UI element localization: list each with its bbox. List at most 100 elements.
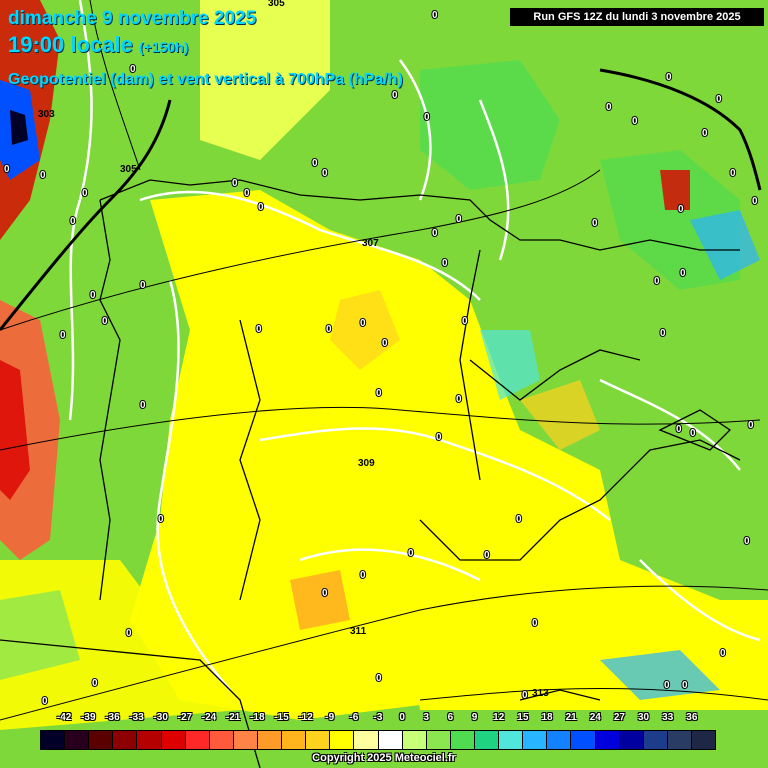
legend-label: 33 [662,712,674,723]
zero-label: 0 [462,316,468,327]
zero-label: 0 [516,514,522,525]
forecast-date: dimanche 9 novembre 2025 [8,8,257,29]
zero-label: 0 [678,204,684,215]
zero-label: 0 [60,330,66,341]
legend-swatch [499,731,524,749]
zero-label: 0 [744,536,750,547]
zero-label: 0 [392,90,398,101]
legend-swatch [474,731,500,749]
contour-label: 311 [350,626,367,637]
contour-label: 307 [362,238,379,249]
color-legend [40,730,716,750]
run-label: Run GFS 12Z du lundi 3 novembre 2025 [510,8,764,26]
zero-label: 0 [42,696,48,707]
contour-label: 305 [120,164,137,175]
legend-label: 27 [613,712,625,723]
zero-label: 0 [244,188,250,199]
zero-label: 0 [90,290,96,301]
zero-label: 0 [432,228,438,239]
forecast-time: 19:00 locale (+150h) [8,32,188,58]
legend-label: 12 [493,712,505,723]
zero-label: 0 [322,168,328,179]
zero-label: 0 [82,188,88,199]
legend-label: -3 [373,712,383,723]
legend-swatch [426,731,451,749]
legend-swatch [306,731,331,749]
zero-label: 0 [376,673,382,684]
legend-swatch [41,731,66,749]
zero-label: 0 [680,268,686,279]
zero-label: 0 [140,280,146,291]
zero-label: 0 [140,400,146,411]
zero-label: 0 [730,168,736,179]
contour-label: 313 [532,688,549,699]
legend-swatch [89,731,114,749]
zero-label: 0 [322,588,328,599]
zero-label: 0 [360,570,366,581]
legend-label: 6 [447,712,454,723]
legend-label: 9 [471,712,478,723]
zero-label: 0 [376,388,382,399]
zero-label: 0 [606,102,612,113]
zero-label: 0 [666,72,672,83]
legend-label: 24 [589,712,601,723]
legend-label: -42 [56,712,72,723]
zero-label: 0 [748,420,754,431]
zero-label: 0 [592,218,598,229]
legend-label: -18 [250,712,265,723]
zero-label: 0 [456,394,462,405]
legend-swatch [330,731,355,749]
zero-label: 0 [256,324,262,335]
zero-label: 0 [326,324,332,335]
legend-swatch [595,731,620,749]
legend-label: -36 [105,712,120,723]
zero-label: 0 [40,170,46,181]
zero-label: 0 [752,196,758,207]
zero-label: 0 [682,680,688,691]
legend-label: 36 [686,712,698,723]
legend-label: 21 [565,712,577,723]
zero-label: 0 [664,680,670,691]
zero-label: 0 [102,316,108,327]
legend-swatch [619,731,644,749]
zero-label: 0 [360,318,366,329]
zero-label: 0 [484,550,490,561]
legend-label: -9 [325,712,335,723]
legend-swatch [691,731,716,749]
legend-label: 0 [399,712,405,723]
legend-swatch [65,731,90,749]
legend-swatch [282,731,307,749]
legend-swatch [161,731,186,749]
zero-label: 0 [432,10,438,21]
contour-label: 309 [358,458,375,469]
legend-swatch [450,731,475,749]
legend-swatch [233,731,258,749]
zero-label: 0 [442,258,448,269]
zero-label: 0 [654,276,660,287]
zero-label: 0 [716,94,722,105]
legend-swatch [667,731,692,749]
zero-label: 0 [702,128,708,139]
legend-swatch [571,731,596,749]
contour-label: 303 [38,109,55,120]
zero-label: 0 [690,428,696,439]
zero-label: 0 [232,178,238,189]
zero-label: 0 [436,432,442,443]
zero-label: 0 [632,116,638,127]
legend-label: -30 [153,712,168,723]
local-time: 19:00 locale [8,32,133,57]
zero-label: 0 [70,216,76,227]
field-description: Geopotentiel (dam) et vent vertical à 70… [8,71,403,88]
legend-swatch [547,731,572,749]
legend-label: -6 [349,712,359,723]
legend-label: 30 [638,712,650,723]
legend-swatch [354,731,379,749]
legend-label: 15 [517,712,529,723]
zero-label: 0 [456,214,462,225]
zero-label: 0 [660,328,666,339]
legend-swatch [185,731,210,749]
legend-label: -12 [298,712,313,723]
legend-swatch [402,731,427,749]
zero-label: 0 [4,164,10,175]
